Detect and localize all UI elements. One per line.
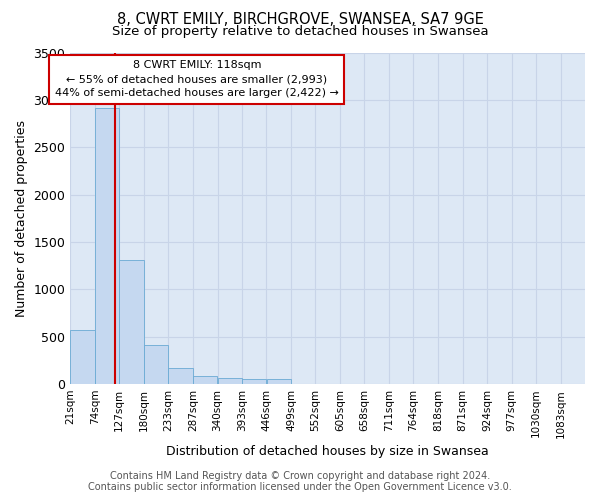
Bar — [266, 380, 291, 384]
Bar — [193, 376, 217, 384]
Bar — [168, 368, 193, 384]
Text: 8, CWRT EMILY, BIRCHGROVE, SWANSEA, SA7 9GE: 8, CWRT EMILY, BIRCHGROVE, SWANSEA, SA7 … — [116, 12, 484, 28]
Bar — [218, 378, 242, 384]
X-axis label: Distribution of detached houses by size in Swansea: Distribution of detached houses by size … — [166, 444, 489, 458]
Text: Size of property relative to detached houses in Swansea: Size of property relative to detached ho… — [112, 25, 488, 38]
Text: 8 CWRT EMILY: 118sqm
← 55% of detached houses are smaller (2,993)
44% of semi-de: 8 CWRT EMILY: 118sqm ← 55% of detached h… — [55, 60, 339, 98]
Y-axis label: Number of detached properties: Number of detached properties — [15, 120, 28, 317]
Bar — [95, 108, 119, 384]
Bar — [119, 260, 143, 384]
Bar — [70, 330, 95, 384]
Text: Contains HM Land Registry data © Crown copyright and database right 2024.
Contai: Contains HM Land Registry data © Crown c… — [88, 471, 512, 492]
Bar — [144, 345, 168, 384]
Bar — [242, 379, 266, 384]
